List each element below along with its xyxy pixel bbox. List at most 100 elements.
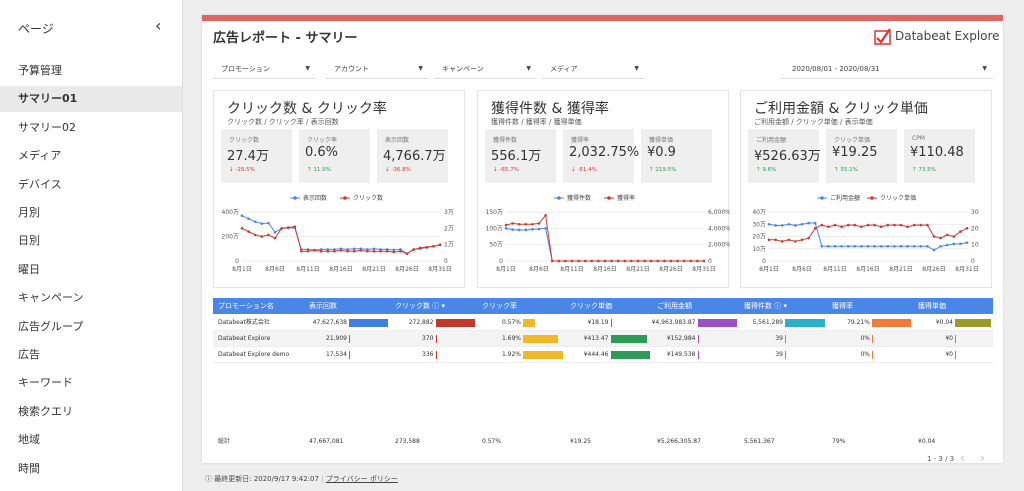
x-tick-label: 8月6日 <box>529 266 549 273</box>
kpi-change: ↓ -51.4% <box>571 167 597 173</box>
menu-item[interactable]: デバイス <box>18 177 62 191</box>
filter-dropdown[interactable]: メディア ▼ <box>542 59 645 79</box>
x-tick-label: 8月16日 <box>593 266 616 273</box>
data-point <box>820 223 824 227</box>
column-header[interactable]: 獲得単価 <box>918 298 946 314</box>
kpi-card: クリック率 0.6% ↑ 11.9% <box>299 129 370 183</box>
privacy-link[interactable]: プライバシー ポリシー <box>325 475 398 483</box>
menu-item[interactable]: 地域 <box>18 433 40 447</box>
collapse-button[interactable]: ‹ <box>155 16 162 35</box>
cell: 272,882 <box>408 319 434 326</box>
table-total: 総計 47,667,081 273,588 0.57% ¥19.25 ¥5,266,305… <box>213 434 993 450</box>
menu-item[interactable]: 広告グループ <box>18 319 84 333</box>
menu-item[interactable]: キーワード <box>18 376 73 390</box>
data-point <box>319 249 323 253</box>
date-range[interactable]: 2020/08/01 - 2020/08/31 ▼ <box>780 59 993 79</box>
panel-title: 獲得件数 & 獲得率 <box>491 101 609 117</box>
legend-label: 獲得率 <box>617 194 635 202</box>
legend-dot <box>343 196 347 200</box>
data-point <box>945 243 949 247</box>
menu-item[interactable]: 月別 <box>18 206 40 219</box>
menu-item[interactable]: 日別 <box>18 234 40 248</box>
data-point <box>649 259 653 263</box>
last-updated: 最終更新日: 2020/9/17 9:42:07 <box>214 475 319 483</box>
column-header[interactable]: 獲得率 <box>832 298 853 314</box>
filter-dropdown[interactable]: キャンペーン ▼ <box>434 59 537 79</box>
data-point <box>767 222 771 226</box>
data-point <box>800 238 804 242</box>
data-point <box>537 227 541 231</box>
table-bar <box>349 319 388 327</box>
menu-item[interactable]: サマリー01 <box>0 86 182 113</box>
legend-dot <box>870 196 874 200</box>
tick-label: 4,000% <box>708 225 730 232</box>
column-header[interactable]: ご利用金額 <box>657 298 692 314</box>
dropdown-arrow: ▼ <box>982 65 987 72</box>
data-point <box>919 223 923 227</box>
data-point <box>873 223 876 227</box>
filter-dropdown[interactable]: アカウント ▼ <box>326 59 429 79</box>
table-bar <box>523 319 535 327</box>
table-bar <box>955 335 956 343</box>
data-point <box>511 228 514 231</box>
data-point <box>813 227 817 230</box>
kpi-card: 獲得件数 556.1万 ↓ -65.7% <box>485 129 556 183</box>
legend-label: 獲得件数 <box>567 194 591 202</box>
data-point <box>372 247 376 251</box>
table-bar <box>872 351 873 359</box>
cell: 47,627,638 <box>312 319 347 326</box>
data-point <box>932 235 936 238</box>
data-point <box>820 245 824 248</box>
column-header[interactable]: クリック単価 <box>570 298 612 314</box>
total-cell: ¥5,266,305.87 <box>657 438 701 445</box>
data-point <box>656 259 660 263</box>
menu-item[interactable]: 時間 <box>18 461 40 475</box>
menu-item[interactable]: 広告 <box>18 348 40 361</box>
menu-item[interactable]: 曜日 <box>18 262 40 276</box>
panel-title: クリック数 & クリック率 <box>227 101 387 117</box>
menu-item[interactable]: メディア <box>18 149 62 163</box>
column-header[interactable]: プロモーション名 <box>218 298 274 314</box>
filter-dropdown[interactable]: プロモーション ▼ <box>213 59 316 79</box>
x-tick-label: 8月6日 <box>792 266 812 273</box>
column-name: ご利用金額 <box>657 302 692 310</box>
line-chart: 0 10万 20万 30万 40万 0 10 20 30 8月1日 8月6日 8月11日 8月16日 8月… <box>752 194 979 273</box>
table-bar <box>523 351 563 359</box>
kpi-label: 獲得率 <box>571 137 590 144</box>
data-point <box>339 249 343 252</box>
x-tick-label: 8月31日 <box>955 266 978 273</box>
data-point <box>333 249 336 253</box>
column-name: クリック率 <box>482 302 517 310</box>
data-point <box>800 222 804 226</box>
kpi-label: 表示回数 <box>385 137 410 144</box>
data-point <box>418 246 422 250</box>
column-header[interactable]: 表示回数 <box>309 298 337 314</box>
menu-item[interactable]: 予算管理 <box>18 64 62 77</box>
cell: 0.57% <box>501 319 521 326</box>
kpi-change: ↓ -36.8% <box>385 167 411 173</box>
column-name: 獲得単価 <box>918 302 946 310</box>
prev-page[interactable]: ‹ <box>960 451 965 465</box>
menu-item[interactable]: サマリー02 <box>18 120 76 134</box>
x-tick-label: 8月11日 <box>823 266 846 273</box>
next-page[interactable]: › <box>980 451 985 465</box>
column-header[interactable]: 獲得件数 ⓘ ▾ <box>744 298 787 314</box>
total-cell: ¥0.04 <box>918 438 936 445</box>
x-tick-label: 8月6日 <box>265 266 285 273</box>
chart-panel: ご利用金額 & クリック単価 ご利用金額 / クリック単価 / 表示単価 ご利用金額… <box>740 90 992 288</box>
data-point <box>879 245 883 248</box>
column-header[interactable]: クリック数 ⓘ ▾ <box>395 298 445 314</box>
menu-item[interactable]: 検索クエリ <box>18 404 73 418</box>
cell: ¥4,963,983.87 <box>651 319 696 326</box>
column-header[interactable]: クリック率 <box>482 298 517 314</box>
data-point <box>886 245 890 248</box>
tick-label: 0 <box>235 258 239 265</box>
table-bar <box>435 319 475 327</box>
data-point <box>807 236 810 240</box>
tick-label: 30 <box>971 209 979 216</box>
change-text: -29.5% <box>235 167 255 173</box>
menu-item[interactable]: キャンペーン <box>18 291 84 305</box>
tick-label: 200万 <box>222 234 239 241</box>
data-point <box>636 259 640 263</box>
data-point <box>273 230 277 234</box>
